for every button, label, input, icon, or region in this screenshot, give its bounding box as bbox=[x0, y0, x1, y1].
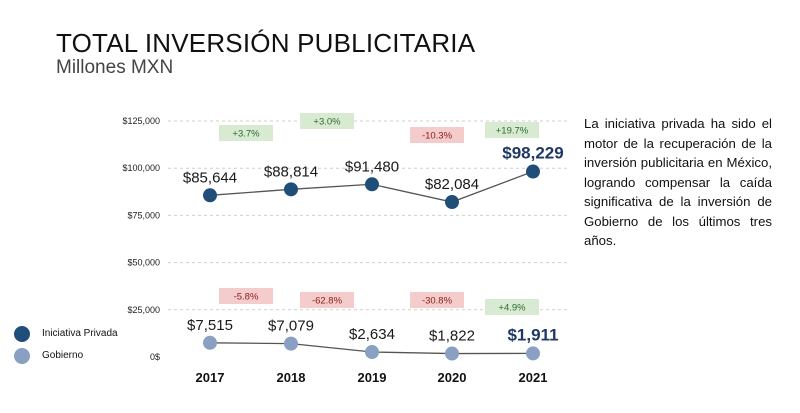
change-badge-label: -30.8% bbox=[422, 296, 453, 307]
data-point-government bbox=[526, 346, 540, 361]
change-badge bbox=[300, 292, 354, 308]
data-label-government: $1,822 bbox=[429, 328, 475, 345]
change-badge bbox=[300, 113, 354, 129]
data-point-private bbox=[445, 195, 459, 210]
change-badge bbox=[219, 125, 273, 141]
legend-item-private: Iniciativa Privada bbox=[14, 326, 154, 346]
legend-marker-government bbox=[14, 348, 30, 364]
change-badge-label: +3.0% bbox=[313, 117, 341, 128]
data-point-private bbox=[526, 164, 540, 179]
legend-item-government: Gobierno bbox=[14, 348, 154, 368]
data-label-government: $7,515 bbox=[187, 317, 233, 334]
data-label-government: $7,079 bbox=[268, 318, 314, 335]
legend-marker-private bbox=[14, 326, 30, 342]
y-tick-label: $125,000 bbox=[122, 116, 160, 126]
x-tick-label: 2018 bbox=[277, 370, 306, 385]
data-point-private bbox=[203, 188, 217, 203]
x-tick-label: 2021 bbox=[519, 370, 548, 385]
y-tick-label: $25,000 bbox=[127, 305, 160, 315]
change-badge-label: -62.8% bbox=[312, 296, 343, 307]
legend-label-private: Iniciativa Privada bbox=[42, 328, 118, 339]
data-label-government: $1,911 bbox=[507, 325, 558, 344]
change-badge bbox=[219, 288, 273, 304]
data-label-private: $85,644 bbox=[183, 169, 237, 186]
data-point-government bbox=[365, 345, 379, 360]
data-point-government bbox=[203, 335, 217, 350]
y-tick-label: $75,000 bbox=[127, 210, 160, 220]
change-badge-label: +4.9% bbox=[498, 303, 526, 314]
data-label-private: $82,084 bbox=[425, 176, 479, 193]
change-badge-label: +19.7% bbox=[496, 126, 529, 137]
change-badge bbox=[485, 122, 539, 138]
data-label-government: $2,634 bbox=[349, 326, 395, 343]
x-tick-label: 2020 bbox=[438, 370, 467, 385]
x-tick-label: 2017 bbox=[196, 370, 225, 385]
data-point-private bbox=[365, 177, 379, 192]
data-label-private: $98,229 bbox=[502, 144, 563, 163]
data-point-government bbox=[284, 336, 298, 351]
y-tick-label: $50,000 bbox=[127, 258, 160, 268]
y-tick-label: $100,000 bbox=[122, 163, 160, 173]
data-point-government bbox=[445, 346, 459, 361]
legend-label-government: Gobierno bbox=[42, 350, 84, 361]
change-badge-label: -10.3% bbox=[422, 131, 453, 142]
data-label-private: $88,814 bbox=[264, 163, 318, 180]
change-badge-label: -5.8% bbox=[234, 292, 259, 303]
x-tick-label: 2019 bbox=[358, 370, 387, 385]
change-badge bbox=[410, 127, 464, 143]
chart-title: TOTAL INVERSIÓN PUBLICITARIA bbox=[56, 28, 476, 58]
change-badge-label: +3.7% bbox=[232, 129, 260, 140]
change-badge bbox=[485, 299, 539, 315]
data-label-private: $91,480 bbox=[345, 158, 399, 175]
commentary-text: La iniciativa privada ha sido el motor d… bbox=[584, 116, 772, 248]
data-point-private bbox=[284, 182, 298, 197]
change-badge bbox=[410, 292, 464, 308]
chart-subtitle: Millones MXN bbox=[56, 57, 174, 78]
y-tick-label: 0$ bbox=[150, 352, 160, 362]
